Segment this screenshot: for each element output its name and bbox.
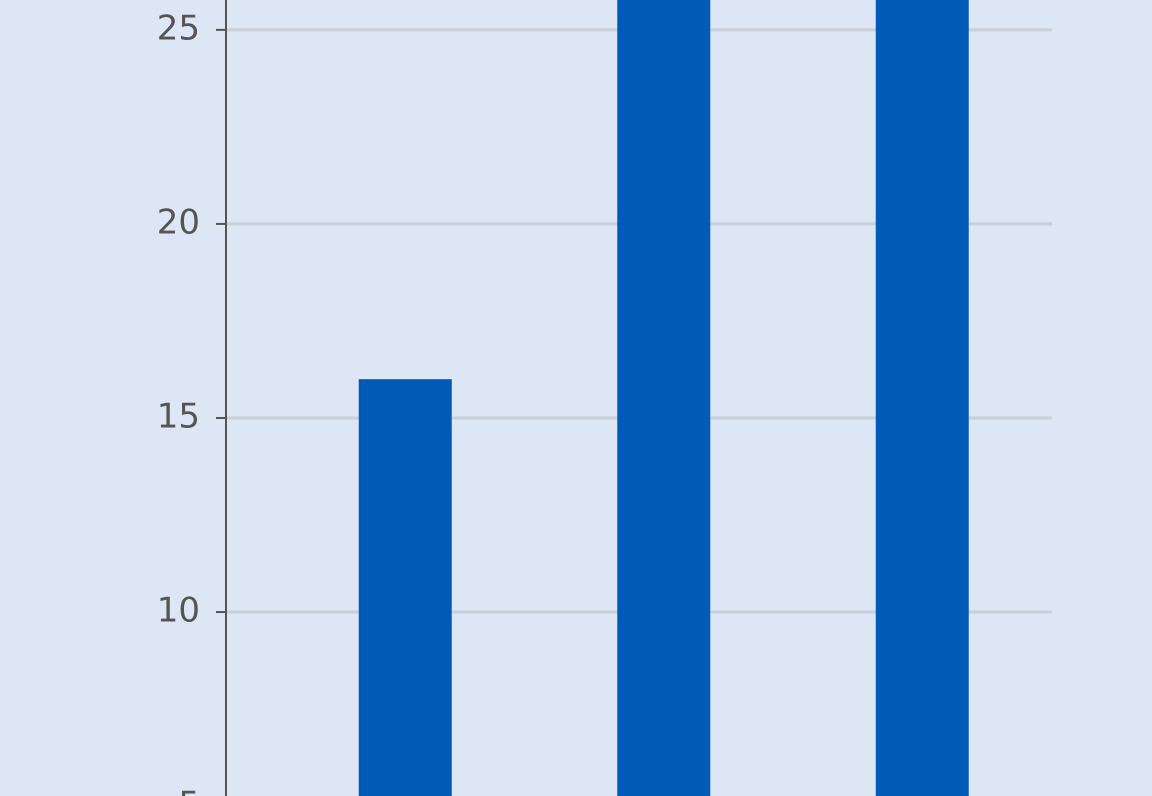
y-tick-label: 10 xyxy=(157,591,200,631)
bar xyxy=(358,379,452,796)
y-tick-label: 5 xyxy=(178,785,200,796)
bar xyxy=(875,0,969,796)
bar xyxy=(617,0,711,796)
y-tick-label: 15 xyxy=(157,396,200,436)
y-tick-label: 20 xyxy=(157,202,200,242)
y-tick-label: 25 xyxy=(157,8,200,48)
